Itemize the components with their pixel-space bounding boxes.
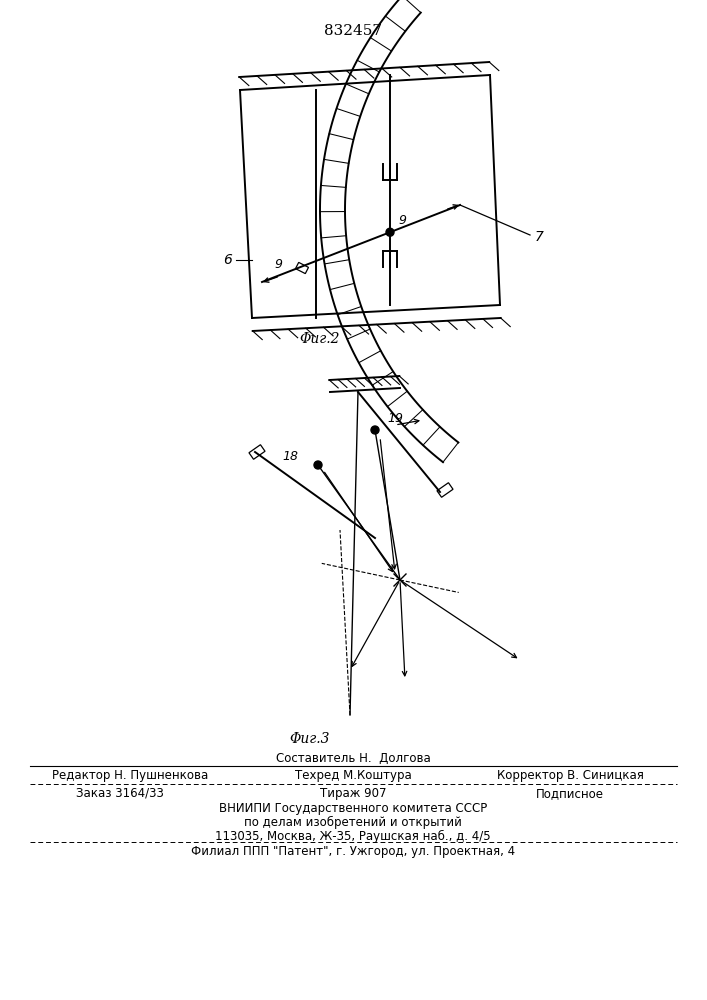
Text: Заказ 3164/33: Заказ 3164/33 xyxy=(76,787,164,800)
Text: 9: 9 xyxy=(398,214,406,227)
Text: Подписное: Подписное xyxy=(536,787,604,800)
Text: 7: 7 xyxy=(535,230,544,244)
Bar xyxy=(437,483,453,497)
Text: 19: 19 xyxy=(387,412,403,424)
Text: Редактор Н. Пушненкова: Редактор Н. Пушненкова xyxy=(52,769,208,782)
Text: Φиг.3: Φиг.3 xyxy=(290,732,330,746)
Text: 6: 6 xyxy=(223,253,232,267)
Bar xyxy=(296,262,308,274)
Text: Корректор В. Синицкая: Корректор В. Синицкая xyxy=(496,769,643,782)
Text: Составитель Н.  Долгова: Составитель Н. Долгова xyxy=(276,752,431,765)
Text: 18: 18 xyxy=(282,450,298,464)
Text: 832457: 832457 xyxy=(324,24,382,38)
Circle shape xyxy=(386,228,394,236)
Text: Тираж 907: Тираж 907 xyxy=(320,787,386,800)
Text: Техред М.Коштура: Техред М.Коштура xyxy=(295,769,411,782)
Text: ВНИИПИ Государственного комитета СССР: ВНИИПИ Государственного комитета СССР xyxy=(219,802,487,815)
Text: 9: 9 xyxy=(274,257,282,270)
Text: Φиг.2: Φиг.2 xyxy=(300,332,340,346)
Circle shape xyxy=(371,426,379,434)
Text: 113035, Москва, Ж-35, Раушская наб., д. 4/5: 113035, Москва, Ж-35, Раушская наб., д. … xyxy=(215,830,491,843)
Bar xyxy=(249,445,265,459)
Text: по делам изобретений и открытий: по делам изобретений и открытий xyxy=(244,816,462,829)
Circle shape xyxy=(314,461,322,469)
Text: Филиал ППП "Патент", г. Ужгород, ул. Проектная, 4: Филиал ППП "Патент", г. Ужгород, ул. Про… xyxy=(191,845,515,858)
